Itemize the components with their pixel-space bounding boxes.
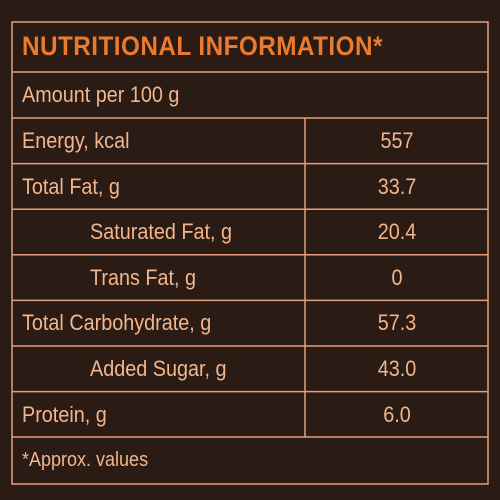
row-value: 57.3: [377, 310, 417, 336]
subtitle: Amount per 100 g: [22, 82, 180, 107]
row-value: 557: [380, 128, 414, 153]
row-label: Total Fat, g: [22, 173, 120, 199]
footnote: *Approx. values: [22, 449, 149, 471]
row-label: Saturated Fat, g: [90, 219, 232, 245]
row-label: Trans Fat, g: [90, 264, 197, 290]
row-label: Protein, g: [22, 401, 107, 427]
title: NUTRITIONAL INFORMATION*: [22, 31, 383, 61]
row-value: 43.0: [377, 356, 417, 381]
row-label: Energy, kcal: [22, 128, 130, 153]
row-label: Total Carbohydrate, g: [22, 310, 212, 336]
row-label: Added Sugar, g: [90, 356, 227, 381]
outer-border: [11, 21, 489, 485]
row-value: 33.7: [377, 173, 417, 199]
row-value: 0: [391, 264, 403, 290]
row-value: 20.4: [377, 219, 417, 245]
row-value: 6.0: [383, 401, 411, 427]
